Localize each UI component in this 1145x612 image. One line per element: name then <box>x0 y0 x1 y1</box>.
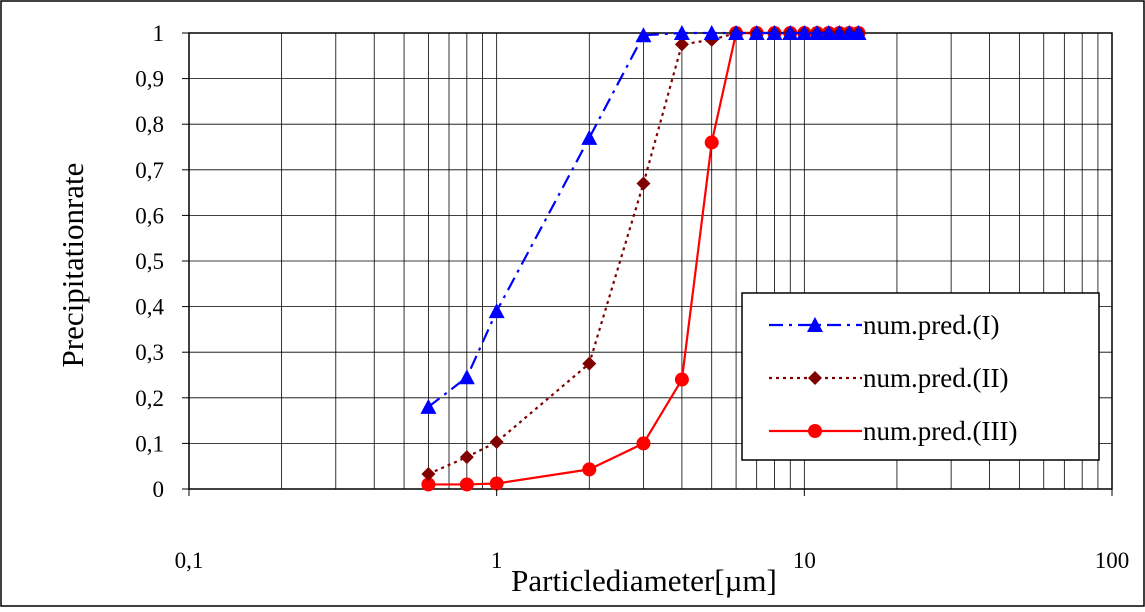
legend-swatch-marker <box>808 371 822 385</box>
series-1-point <box>673 25 690 40</box>
series-1-point <box>782 25 799 40</box>
series-3-point <box>582 462 597 477</box>
y-tick-label: 0,9 <box>135 67 164 92</box>
y-tick-label: 0,7 <box>135 158 164 183</box>
legend: num.pred.(I) num.pred.(II) num.pred.(III) <box>741 292 1100 461</box>
legend-items: num.pred.(I) num.pred.(II) num.pred.(III) <box>769 310 1017 446</box>
x-tick-label: 0,1 <box>175 548 204 573</box>
y-tick-label: 0,2 <box>135 386 164 411</box>
legend-swatch-marker <box>807 317 823 332</box>
x-tick-label: 10 <box>793 548 816 573</box>
y-tick-label: 0 <box>153 477 165 502</box>
tick-layer: 0 0,1 0,2 0,3 0,4 0,5 0,6 0,7 0,8 0,9 1 0,1 1 10 100 <box>135 21 1129 573</box>
series-1-point <box>850 25 867 40</box>
legend-label: num.pred.(II) <box>863 363 1008 393</box>
series-1-point <box>748 25 765 40</box>
legend-item-2: num.pred.(II) <box>769 363 1008 393</box>
x-axis-label: Particlediameter[µm] <box>511 563 777 598</box>
series-1-point <box>796 25 813 40</box>
series-1-point <box>728 25 745 40</box>
series-1-point <box>820 25 837 40</box>
series-1-point <box>766 25 783 40</box>
y-axis-label: Precipitationrate <box>55 163 90 368</box>
series-2-point <box>674 37 689 52</box>
y-tick-label: 0,6 <box>135 203 164 228</box>
legend-item-3: num.pred.(III) <box>769 416 1017 446</box>
series-3-point <box>489 476 504 491</box>
legend-label: num.pred.(I) <box>863 310 999 340</box>
series-3-point <box>674 372 689 387</box>
series-layer <box>420 25 867 492</box>
series-2-point <box>421 466 436 481</box>
series-1-point <box>703 25 720 40</box>
y-tick-label: 1 <box>153 21 165 46</box>
y-tick-label: 0,3 <box>135 340 164 365</box>
series-2-point <box>582 356 597 371</box>
x-tick-label: 1 <box>491 548 503 573</box>
series-1-point <box>809 25 826 40</box>
series-3-point <box>704 135 719 150</box>
series-1-point <box>635 27 652 43</box>
series-3-point <box>636 436 651 451</box>
legend-box <box>741 292 1100 461</box>
y-tick-label: 0,8 <box>135 112 164 137</box>
series-2-point <box>459 450 474 465</box>
legend-label: num.pred.(III) <box>863 416 1017 446</box>
y-tick-label: 0,5 <box>135 249 164 274</box>
series-1-point <box>581 129 598 145</box>
y-tick-label: 0,4 <box>135 295 164 320</box>
series-3-point <box>459 477 474 492</box>
series-1-point <box>488 303 505 319</box>
y-tick-label: 0,1 <box>135 431 164 456</box>
series-3-point <box>421 477 436 492</box>
x-tick-label: 100 <box>1095 548 1130 573</box>
series-1-point <box>420 398 437 414</box>
series-1 <box>420 25 867 414</box>
series-1-point <box>458 369 475 385</box>
grid-layer <box>189 33 1112 489</box>
series-2-point <box>636 176 651 191</box>
legend-swatch-marker <box>808 424 822 438</box>
legend-item-1: num.pred.(I) <box>769 310 999 340</box>
series-2-point <box>489 435 504 450</box>
